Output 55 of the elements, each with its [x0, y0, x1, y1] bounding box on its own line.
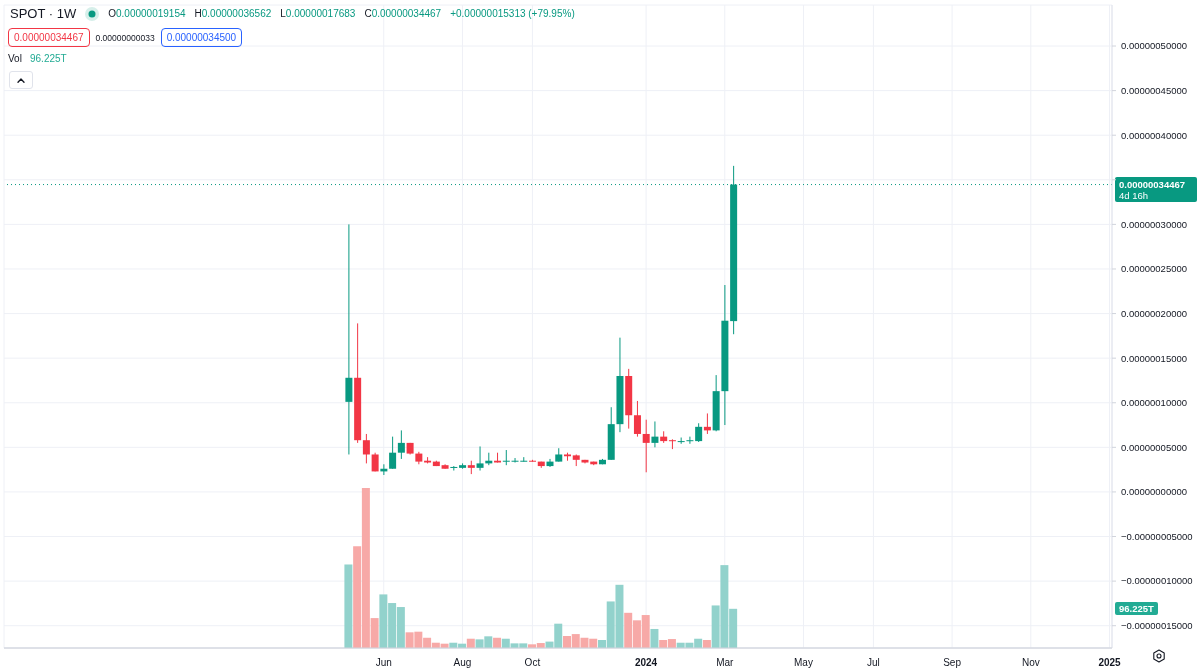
candlestick: [345, 223, 353, 455]
candlestick: [450, 465, 458, 472]
x-tick-label: Oct: [524, 657, 541, 668]
text: 96.225T: [1119, 602, 1154, 614]
annotation: L0.00000017683: [280, 8, 356, 19]
y-tick-label: −0.00000010000: [1121, 575, 1193, 587]
candlestick: [476, 445, 484, 472]
annotation: 0.00000034500: [166, 32, 237, 43]
x-tick-label: Sep: [943, 657, 962, 668]
x-tick-label: Nov: [1021, 657, 1040, 668]
x-tick-label: May: [794, 657, 813, 668]
annotation: 0.00000034467: [14, 32, 84, 43]
y-tick-label: 0.00000040000: [1121, 129, 1188, 141]
y-tick-label: 0.00000005000: [1121, 441, 1188, 453]
candlestick: [397, 429, 405, 460]
annotation: +0.00000015313 (+79.95%): [450, 8, 575, 19]
y-tick-label: 0.00000010000: [1121, 397, 1188, 409]
y-tick-label: 0.00000000000: [1121, 486, 1188, 498]
candlestick: [651, 420, 659, 448]
annotation: 0.00000000033: [95, 32, 155, 43]
candlestick: [546, 458, 554, 468]
candlestick: [362, 433, 370, 464]
candlestick: [668, 438, 676, 450]
chart-title: SPOT · 1W: [10, 6, 77, 21]
y-tick-label: 0.00000045000: [1121, 84, 1188, 96]
text: 4d 16h: [1119, 190, 1149, 202]
x-tick-label: Jun: [375, 657, 392, 668]
y-tick-label: 0.00000050000: [1121, 40, 1188, 52]
annotation: 96.225T: [30, 53, 67, 64]
candlestick: [633, 400, 641, 438]
candlestick: [642, 419, 650, 473]
x-tick-label: Jul: [867, 657, 880, 668]
y-tick-label: 0.00000030000: [1121, 218, 1188, 230]
x-tick-label: 2024: [634, 657, 658, 668]
x-tick-label: Aug: [453, 657, 472, 668]
y-tick-label: −0.00000015000: [1121, 620, 1193, 632]
candlestick: [695, 422, 703, 443]
candlestick: [686, 436, 694, 445]
price-button: 0.00000034500: [160, 28, 243, 47]
annotation: H0.00000036562: [194, 8, 272, 19]
ref-line-label: 0.00000034467: [1119, 179, 1186, 191]
y-tick-label: −0.00000005000: [1121, 530, 1193, 542]
bar: [344, 564, 353, 648]
x-tick-label: 2025: [1098, 657, 1122, 668]
candlestick: [389, 436, 397, 470]
y-tick-label: 0.00000025000: [1121, 263, 1188, 275]
y-tick-label: 0.00000015000: [1121, 352, 1188, 364]
bar: [650, 628, 659, 648]
price-button: 0.00000034467: [8, 28, 90, 47]
chart-title: Vol: [8, 53, 22, 64]
y-tick-label: 0.00000020000: [1121, 307, 1188, 319]
annotation: C0.00000034467: [364, 8, 442, 19]
annotation: O0.00000019154: [108, 8, 186, 19]
candlestick: [502, 449, 510, 466]
x-tick-label: Mar: [716, 657, 735, 668]
